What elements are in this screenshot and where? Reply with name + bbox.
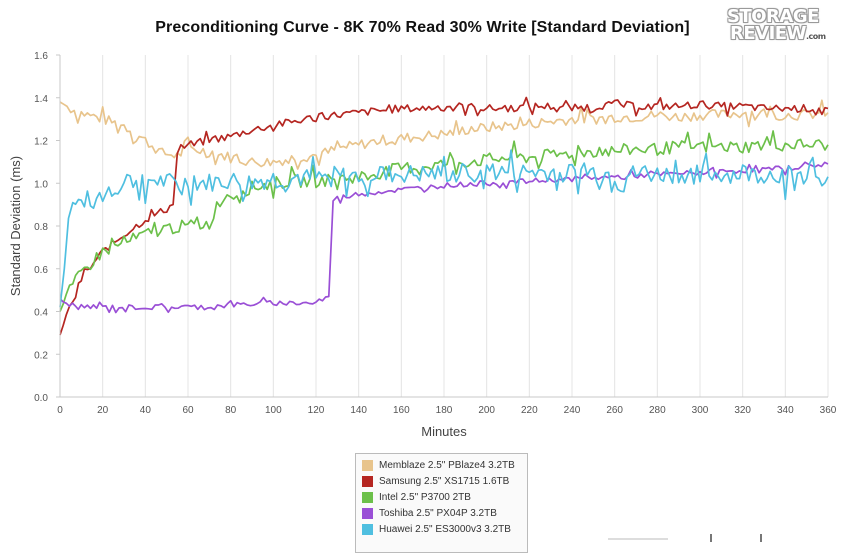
y-tick-label-1.6: 1.6 xyxy=(34,51,48,62)
tick-labels: 0 20 40 60 80 100 120 140 160 180 200 220 240 260 280 3… xyxy=(34,51,837,416)
series-line-huawei-2-5-es3000v3-3-2tb xyxy=(59,149,829,308)
y-tick-label-0.4: 0.4 xyxy=(34,308,48,319)
chart-title: Preconditioning Curve - 8K 70% Read 30% … xyxy=(155,19,690,36)
x-tick-label-300: 300 xyxy=(692,405,709,416)
x-tick-label-0: 0 xyxy=(57,405,63,416)
legend-item-toshiba-2-5-px04p-3-2tb[interactable]: Toshiba 2.5" PX04P 3.2TB xyxy=(362,505,527,521)
x-tick-label-240: 240 xyxy=(564,405,581,416)
legend-swatch xyxy=(362,491,373,503)
x-tick-label-280: 280 xyxy=(649,405,666,416)
series-line-memblaze-2-5-pblaze4-3-2tb xyxy=(59,99,829,170)
chart-legend: Memblaze 2.5" PBlaze4 3.2TB Samsung 2.5" … xyxy=(355,453,528,553)
y-tick-label-0.6: 0.6 xyxy=(34,265,48,276)
series-layer xyxy=(59,96,829,336)
x-tick-label-260: 260 xyxy=(606,405,623,416)
legend-swatch xyxy=(362,523,373,535)
x-tick-label-320: 320 xyxy=(734,405,751,416)
x-tick-label-100: 100 xyxy=(265,405,282,416)
legend-item-memblaze-2-5-pblaze4-3-2tb[interactable]: Memblaze 2.5" PBlaze4 3.2TB xyxy=(362,457,527,473)
y-tick-label-1.2: 1.2 xyxy=(34,137,48,148)
legend-swatch xyxy=(362,459,373,471)
x-tick-label-220: 220 xyxy=(521,405,538,416)
legend-label: Toshiba 2.5" PX04P 3.2TB xyxy=(379,507,497,519)
x-tick-label-200: 200 xyxy=(478,405,495,416)
logo-line-2: REVIEW.com xyxy=(727,25,839,45)
legend-item-intel-2-5-p3700-2tb[interactable]: Intel 2.5" P3700 2TB xyxy=(362,489,527,505)
grid-lines xyxy=(102,55,829,397)
x-tick-label-120: 120 xyxy=(308,405,325,416)
legend-label: Intel 2.5" P3700 2TB xyxy=(379,491,471,503)
x-tick-label-360: 360 xyxy=(820,405,837,416)
y-tick-label-0.0: 0.0 xyxy=(34,393,48,404)
logo-suffix: .com xyxy=(805,32,826,41)
legend-swatch xyxy=(362,475,373,487)
x-tick-label-40: 40 xyxy=(140,405,152,416)
legend-label: Samsung 2.5" XS1715 1.6TB xyxy=(379,475,510,487)
x-axis-title: Minutes xyxy=(421,424,467,439)
x-tick-label-160: 160 xyxy=(393,405,410,416)
x-tick-label-20: 20 xyxy=(97,405,109,416)
x-tick-label-140: 140 xyxy=(350,405,367,416)
legend-item-samsung-2-5-xs1715-1-6tb[interactable]: Samsung 2.5" XS1715 1.6TB xyxy=(362,473,527,489)
logo-line-1: STORAGE xyxy=(727,6,819,27)
y-tick-label-1.0: 1.0 xyxy=(34,179,48,190)
x-tick-label-80: 80 xyxy=(225,405,237,416)
footer-cropped-fragment xyxy=(600,532,850,542)
y-tick-label-1.4: 1.4 xyxy=(34,94,48,105)
x-tick-label-180: 180 xyxy=(436,405,453,416)
legend-label: Huawei 2.5" ES3000v3 3.2TB xyxy=(379,523,511,535)
legend-label: Memblaze 2.5" PBlaze4 3.2TB xyxy=(379,459,515,471)
y-axis-title: Standard Deviation (ms) xyxy=(8,156,23,296)
x-tick-label-60: 60 xyxy=(182,405,194,416)
storage-review-logo: STORAGE REVIEW.com xyxy=(727,8,839,44)
series-line-samsung-2-5-xs1715-1-6tb xyxy=(59,96,829,336)
logo-line-2-text: REVIEW xyxy=(730,23,806,44)
x-tick-label-340: 340 xyxy=(777,405,794,416)
axes xyxy=(56,54,828,398)
series-line-toshiba-2-5-px04p-3-2tb xyxy=(59,161,829,314)
y-tick-label-0.2: 0.2 xyxy=(34,350,48,361)
legend-item-huawei-2-5-es3000v3-3-2tb[interactable]: Huawei 2.5" ES3000v3 3.2TB xyxy=(362,521,527,537)
legend-swatch xyxy=(362,507,373,519)
y-tick-label-0.8: 0.8 xyxy=(34,222,48,233)
